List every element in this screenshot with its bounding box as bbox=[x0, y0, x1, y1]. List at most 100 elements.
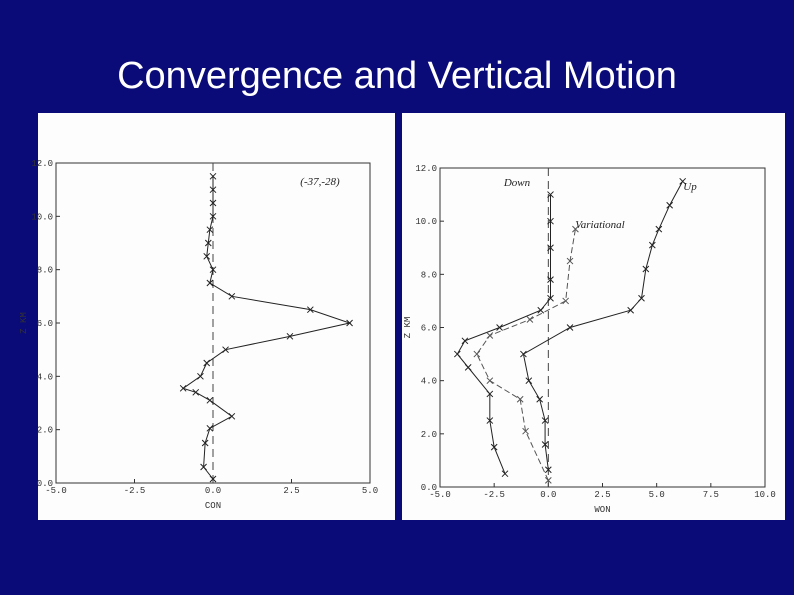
data-point bbox=[200, 463, 207, 471]
plot-panel bbox=[38, 113, 395, 520]
y-tick-label: 4.0 bbox=[37, 372, 53, 382]
y-tick-label: 12.0 bbox=[31, 159, 53, 169]
data-point bbox=[486, 417, 494, 424]
y-tick-label: 2.0 bbox=[421, 430, 437, 440]
y-tick-label: 8.0 bbox=[37, 266, 53, 276]
data-point bbox=[547, 294, 554, 302]
annotation: (-37,-28) bbox=[300, 176, 340, 188]
data-point bbox=[627, 306, 635, 314]
data-point bbox=[209, 172, 217, 180]
data-point bbox=[486, 377, 494, 385]
data-point bbox=[566, 324, 574, 331]
x-tick-label: 0.0 bbox=[205, 486, 221, 496]
data-point bbox=[537, 306, 545, 314]
data-point bbox=[203, 252, 211, 260]
data-point bbox=[486, 390, 494, 398]
data-point bbox=[490, 443, 498, 451]
y-tick-label: 0.0 bbox=[421, 483, 437, 493]
x-tick-label: 5.0 bbox=[649, 490, 665, 500]
series-label: Down bbox=[503, 177, 531, 189]
y-tick-label: 0.0 bbox=[37, 479, 53, 489]
data-point bbox=[204, 239, 212, 247]
data-point bbox=[648, 241, 656, 249]
data-point bbox=[228, 292, 236, 300]
x-tick-label: -2.5 bbox=[483, 490, 505, 500]
data-point bbox=[346, 319, 353, 327]
data-point bbox=[520, 350, 527, 358]
data-point bbox=[201, 439, 209, 447]
x-tick-label: -2.5 bbox=[124, 486, 146, 496]
x-tick-label: -5.0 bbox=[429, 490, 451, 500]
x-tick-label: 2.5 bbox=[594, 490, 610, 500]
data-point bbox=[679, 177, 687, 185]
data-point bbox=[179, 384, 187, 392]
data-point bbox=[461, 337, 469, 345]
data-point bbox=[206, 279, 214, 287]
data-point bbox=[496, 324, 503, 331]
data-point bbox=[541, 417, 549, 424]
data-point bbox=[547, 217, 554, 225]
data-point bbox=[525, 377, 533, 385]
y-tick-label: 2.0 bbox=[37, 426, 53, 436]
y-tick-label: 6.0 bbox=[421, 324, 437, 334]
data-point bbox=[655, 225, 663, 233]
data-point bbox=[541, 441, 549, 448]
series-label: Variational bbox=[575, 219, 625, 231]
x-tick-label: 7.5 bbox=[703, 490, 719, 500]
x-tick-label: -5.0 bbox=[45, 486, 67, 496]
data-point bbox=[206, 424, 214, 432]
data-point bbox=[501, 470, 509, 478]
y-tick-label: 12.0 bbox=[415, 164, 437, 174]
y-axis-label: Z KM bbox=[19, 312, 29, 334]
data-point bbox=[203, 359, 211, 367]
x-tick-label: 2.5 bbox=[283, 486, 299, 496]
data-point bbox=[306, 306, 314, 314]
data-point bbox=[486, 332, 494, 339]
data-point bbox=[209, 266, 217, 274]
data-point bbox=[562, 297, 570, 305]
data-point bbox=[566, 257, 574, 265]
data-point bbox=[547, 244, 554, 252]
x-tick-label: 0.0 bbox=[540, 490, 556, 500]
data-point bbox=[516, 395, 524, 403]
data-point bbox=[286, 332, 294, 340]
y-tick-label: 10.0 bbox=[31, 212, 53, 222]
data-point bbox=[642, 265, 650, 273]
data-point bbox=[522, 427, 529, 435]
data-point bbox=[453, 350, 461, 358]
data-point bbox=[228, 412, 236, 420]
x-axis-label: WON bbox=[594, 505, 610, 515]
data-point bbox=[464, 364, 472, 371]
x-tick-label: 10.0 bbox=[754, 490, 776, 500]
slide-title: Convergence and Vertical Motion bbox=[117, 55, 677, 97]
y-tick-label: 6.0 bbox=[37, 319, 53, 329]
data-point bbox=[206, 396, 214, 404]
y-axis-label: Z KM bbox=[403, 317, 413, 339]
data-point bbox=[206, 226, 214, 234]
y-tick-label: 10.0 bbox=[415, 217, 437, 227]
y-tick-label: 8.0 bbox=[421, 270, 437, 280]
data-point bbox=[209, 199, 217, 207]
data-point bbox=[544, 477, 552, 484]
data-point bbox=[572, 225, 579, 233]
profile-line bbox=[522, 181, 684, 470]
data-point bbox=[666, 201, 674, 209]
data-point bbox=[192, 388, 200, 396]
x-tick-label: 5.0 bbox=[362, 486, 378, 496]
data-point bbox=[209, 186, 217, 194]
series-label: Up bbox=[683, 181, 697, 193]
profile-line bbox=[476, 229, 576, 481]
plot-panel bbox=[402, 113, 785, 520]
data-point bbox=[547, 276, 554, 284]
y-tick-label: 4.0 bbox=[421, 377, 437, 387]
data-point bbox=[547, 191, 554, 198]
data-point bbox=[526, 316, 534, 323]
profile-line bbox=[182, 176, 352, 480]
data-point bbox=[209, 212, 217, 220]
data-point bbox=[473, 350, 481, 358]
data-point bbox=[638, 294, 645, 302]
data-point bbox=[197, 372, 204, 380]
profile-line bbox=[456, 194, 551, 474]
x-axis-label: CON bbox=[205, 501, 221, 511]
